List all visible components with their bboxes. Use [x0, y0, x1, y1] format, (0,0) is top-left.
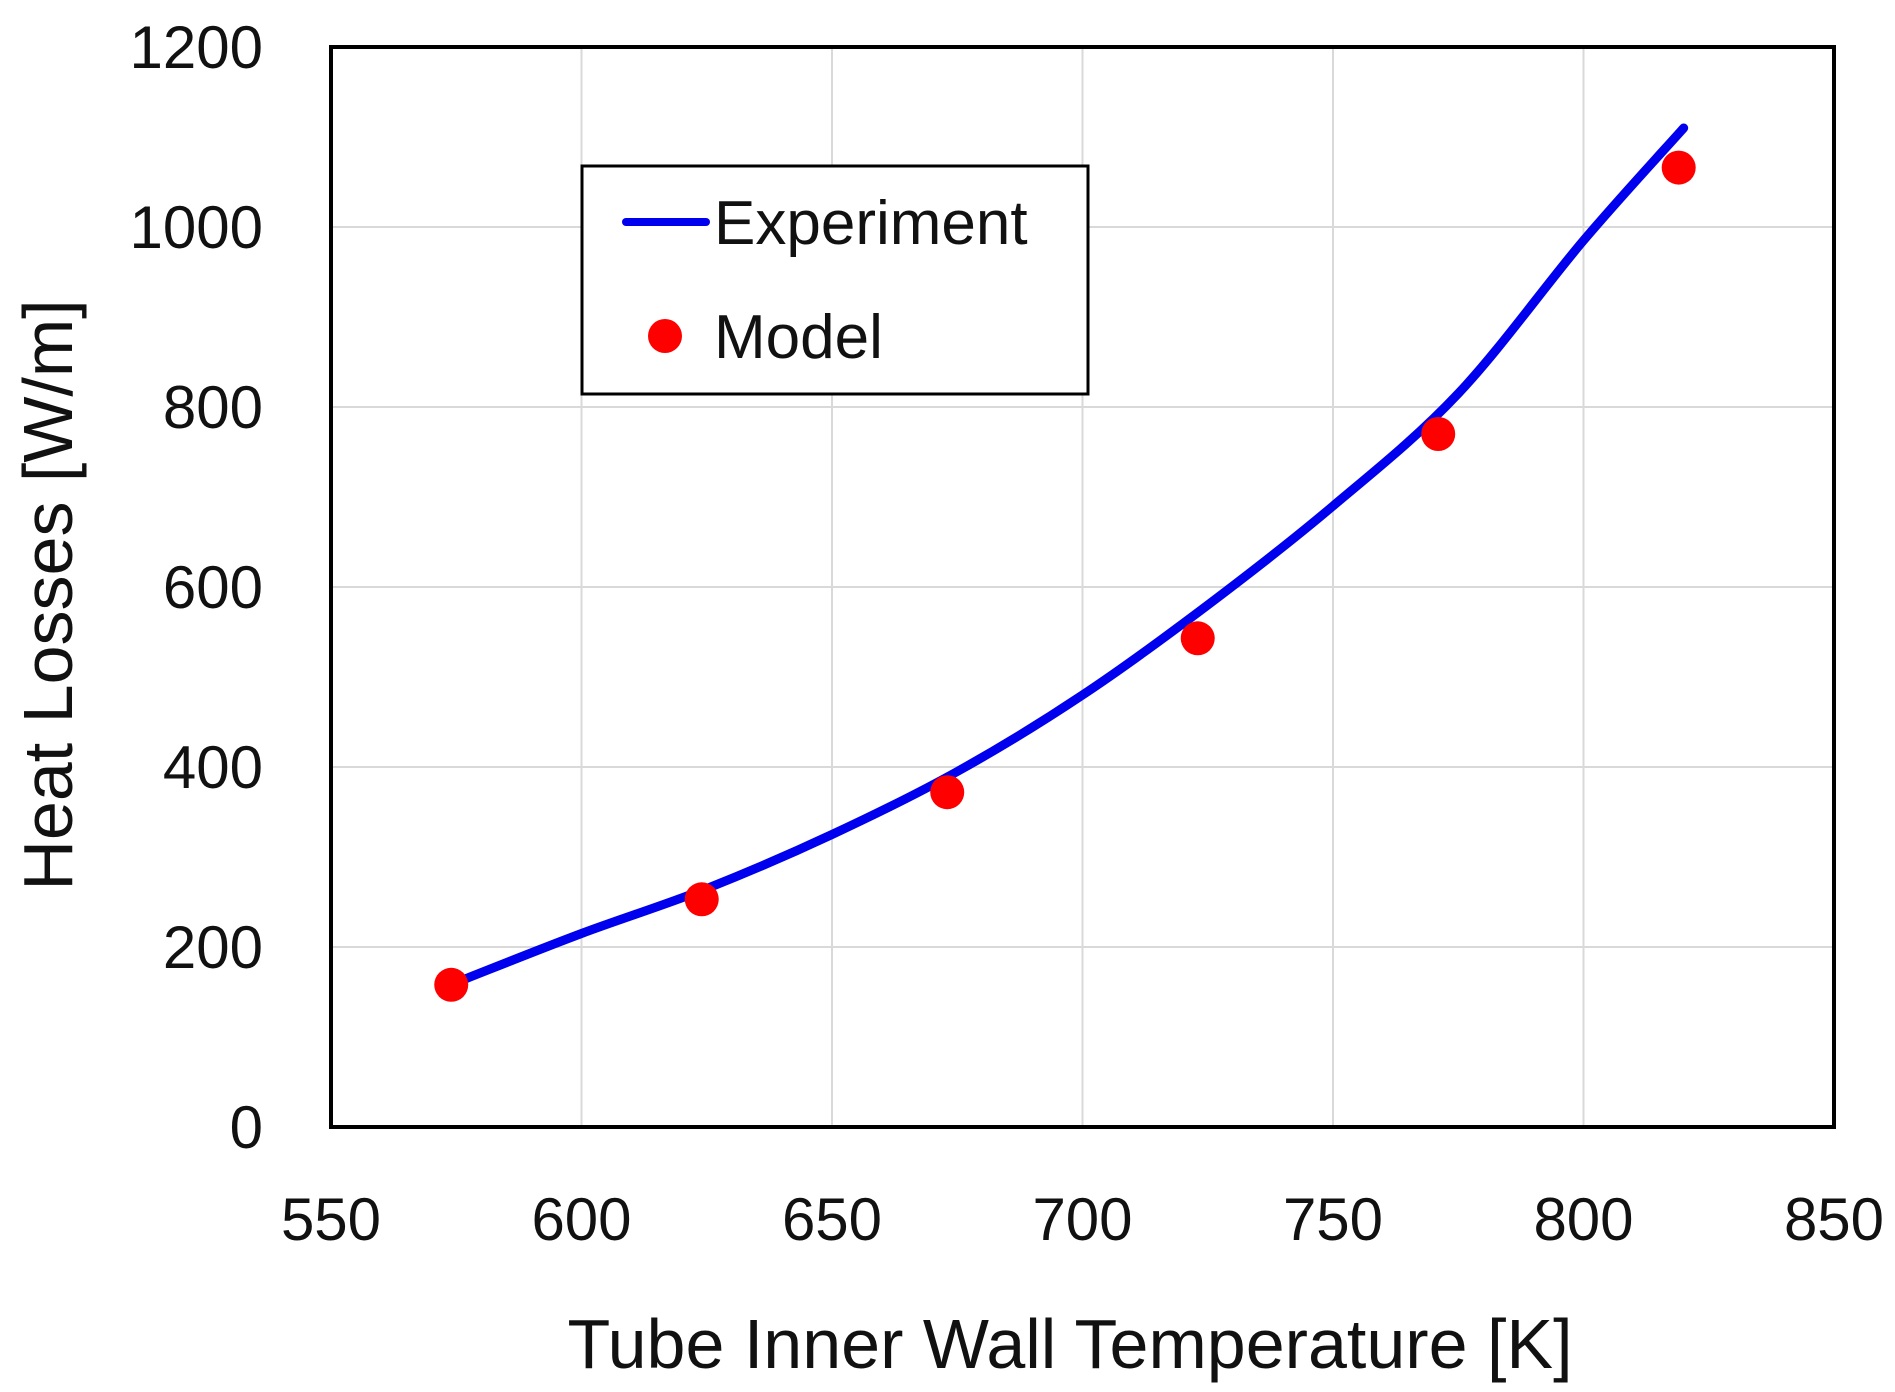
legend-label-experiment: Experiment: [714, 189, 1028, 258]
y-tick-label: 800: [163, 374, 263, 441]
legend-marker-swatch: [648, 319, 682, 353]
x-tick-label: 550: [281, 1186, 381, 1253]
x-tick-label: 650: [782, 1186, 882, 1253]
y-tick-label: 1200: [130, 14, 263, 81]
model-point: [1421, 417, 1456, 451]
model-point: [1661, 150, 1696, 185]
x-tick-label: 600: [531, 1186, 631, 1253]
model-point: [684, 882, 719, 917]
x-tick-label: 700: [1032, 1186, 1132, 1253]
model-point: [930, 775, 965, 810]
series-layer: [434, 123, 1696, 1002]
y-tick-label: 1000: [130, 194, 263, 261]
tick-labels: 550 600 650 700 750 800 850 0 200 400 600 800 1000 12…: [130, 14, 1885, 1253]
y-tick-label: 0: [230, 1094, 263, 1161]
y-tick-label: 600: [163, 554, 263, 621]
y-axis-title: Heat Losses [W/m]: [9, 299, 87, 890]
legend-label-model: Model: [714, 303, 883, 372]
x-tick-label: 850: [1784, 1186, 1884, 1253]
y-tick-label: 200: [163, 914, 263, 981]
y-tick-label: 400: [163, 734, 263, 801]
x-tick-label: 750: [1283, 1186, 1383, 1253]
plot-area: [329, 45, 1836, 1129]
x-axis-title: Tube Inner Wall Temperature [K]: [567, 1305, 1572, 1383]
series-line-experiment: [461, 123, 1689, 983]
model-point: [1180, 621, 1215, 656]
model-point: [434, 967, 469, 1002]
legend-box: [580, 164, 1090, 396]
x-tick-label: 800: [1533, 1186, 1633, 1253]
legend: Experiment Model: [580, 164, 1090, 396]
